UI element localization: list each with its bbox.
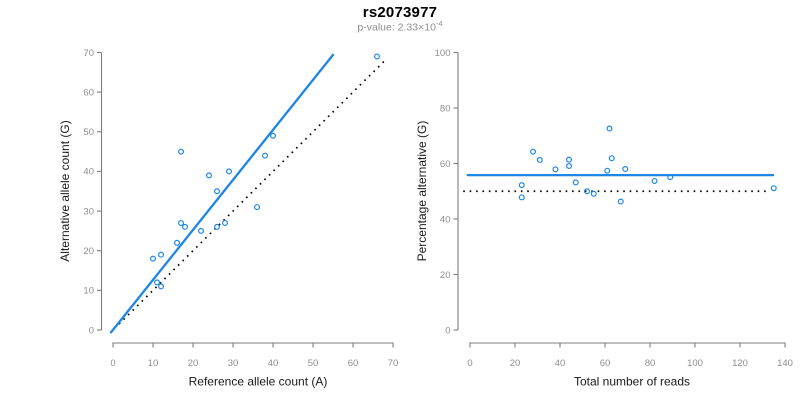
y-tick-label: 50 [83, 127, 94, 138]
x-tick-label: 20 [510, 358, 521, 369]
y-axis-title: Alternative allele count (G) [58, 120, 72, 261]
data-points [518, 125, 777, 205]
data-point [150, 255, 157, 262]
pvalue-text: p-value: 2.33×10 [357, 21, 436, 34]
x-tick-label: 120 [732, 358, 748, 369]
y-tick-label: 80 [440, 103, 451, 114]
data-point [262, 152, 269, 159]
x-tick-label: 40 [555, 358, 566, 369]
x-tick-label: 60 [600, 358, 611, 369]
y-tick-label: 20 [83, 246, 94, 257]
data-point [622, 166, 629, 173]
x-tick-label: 80 [645, 358, 656, 369]
y-tick-label: 20 [440, 270, 451, 281]
y-tick-label: 30 [83, 206, 94, 217]
data-point [770, 185, 777, 192]
data-point [154, 279, 161, 286]
data-points [150, 53, 381, 290]
data-point [608, 155, 615, 162]
x-axis-ticks: 0 10 20 30 40 50 60 70 [110, 343, 398, 369]
x-tick-label: 0 [110, 358, 115, 369]
data-point [572, 179, 579, 186]
y-axis-title: Percentage alternative (G) [415, 121, 429, 262]
data-point [178, 148, 185, 155]
data-point [374, 53, 381, 60]
x-axis-title: Reference allele count (A) [189, 375, 328, 389]
y-tick-label: 40 [440, 214, 451, 225]
data-point [565, 162, 572, 169]
data-point [158, 283, 165, 290]
data-point [174, 239, 181, 246]
y-tick-label: 60 [83, 87, 94, 98]
y-tick-label: 60 [440, 159, 451, 170]
data-point [254, 204, 261, 211]
x-tick-label: 60 [348, 358, 359, 369]
x-tick-label: 20 [188, 358, 199, 369]
data-point [214, 188, 221, 195]
x-tick-label: 30 [228, 358, 239, 369]
left-plot: 0 10 20 30 40 50 60 70 0 10 20 30 40 50 60 70 Reference … [58, 48, 398, 389]
y-tick-label: 100 [435, 48, 451, 59]
data-point [206, 172, 213, 179]
data-point [182, 223, 189, 230]
y-axis-ticks: 0 20 40 60 80 100 [435, 48, 458, 336]
x-tick-label: 0 [467, 358, 472, 369]
x-tick-label: 100 [687, 358, 703, 369]
data-point [583, 188, 590, 195]
y-tick-label: 40 [83, 167, 94, 178]
y-tick-label: 0 [89, 325, 94, 336]
x-tick-label: 50 [308, 358, 319, 369]
data-point [651, 177, 658, 184]
data-point [604, 167, 611, 174]
data-point [529, 148, 536, 155]
data-point [518, 194, 525, 201]
x-tick-label: 140 [777, 358, 793, 369]
pvalue-exponent: -4 [435, 19, 443, 28]
x-tick-label: 10 [148, 358, 159, 369]
data-point [536, 156, 543, 163]
data-point [518, 182, 525, 189]
data-point [617, 198, 624, 205]
figure-subtitle: p-value: 2.33×10-4 [0, 19, 800, 34]
y-tick-label: 0 [445, 325, 450, 336]
data-point [565, 156, 572, 163]
data-point [158, 251, 165, 258]
data-point [667, 174, 674, 181]
x-axis-title: Total number of reads [574, 375, 690, 389]
data-point [226, 168, 233, 175]
data-point [270, 132, 277, 139]
data-point [552, 166, 559, 173]
y-axis-ticks: 0 10 20 30 40 50 60 70 [83, 48, 102, 336]
data-point [178, 219, 185, 226]
y-tick-label: 10 [83, 286, 94, 297]
x-axis-ticks: 0 20 40 60 80 100 120 140 [467, 343, 793, 369]
x-tick-label: 40 [268, 358, 279, 369]
right-plot: 0 20 40 60 80 100 0 20 40 60 80 100 120 140 Total numb… [415, 48, 793, 389]
x-tick-label: 70 [388, 358, 399, 369]
y-tick-label: 70 [83, 48, 94, 59]
data-point [222, 219, 229, 226]
data-point [590, 190, 597, 197]
figure-title: rs2073977 [362, 4, 438, 21]
data-point [198, 227, 205, 234]
data-point [214, 223, 221, 230]
regression-line [109, 53, 335, 334]
data-point [606, 125, 613, 132]
